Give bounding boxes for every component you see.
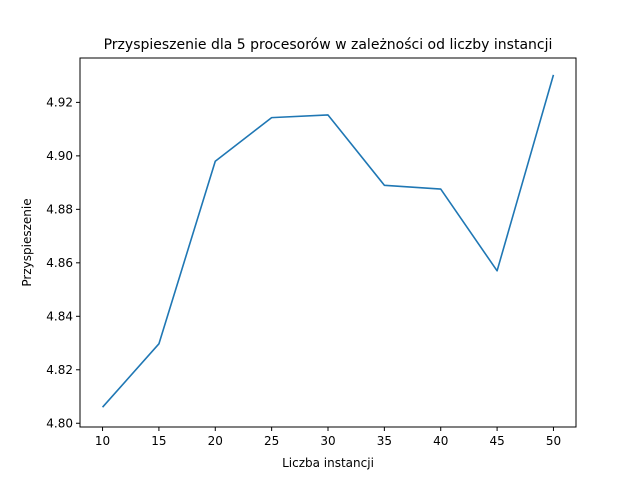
x-tick-label: 20	[208, 434, 223, 448]
x-tick-label: 30	[320, 434, 335, 448]
x-tick-label: 40	[433, 434, 448, 448]
plot-frame	[79, 57, 577, 428]
y-tick-label: 4.84	[46, 310, 73, 324]
x-tick-label: 10	[95, 434, 110, 448]
x-tick-label: 50	[546, 434, 561, 448]
y-tick-label: 4.88	[46, 203, 73, 217]
x-axis-label: Liczba instancji	[282, 456, 374, 470]
x-tick-label: 45	[489, 434, 504, 448]
y-axis: 4.80 4.82 4.84 4.86 4.88 4.90 4.92	[46, 96, 80, 431]
y-tick-label: 4.80	[46, 417, 73, 431]
y-tick-label: 4.92	[46, 96, 73, 110]
x-tick-label: 25	[264, 434, 279, 448]
y-tick-label: 4.86	[46, 256, 73, 270]
y-tick-label: 4.90	[46, 149, 73, 163]
y-tick-label: 4.82	[46, 363, 73, 377]
y-axis-label: Przyspieszenie	[20, 198, 34, 286]
series-line	[101, 74, 555, 408]
chart-title: Przyspieszenie dla 5 procesorów w zależn…	[104, 37, 553, 53]
x-tick-label: 35	[377, 434, 392, 448]
x-axis: 10 15 20 25 30 35 40 45 50	[95, 427, 561, 448]
x-tick-label: 15	[151, 434, 166, 448]
series-group	[101, 74, 555, 408]
